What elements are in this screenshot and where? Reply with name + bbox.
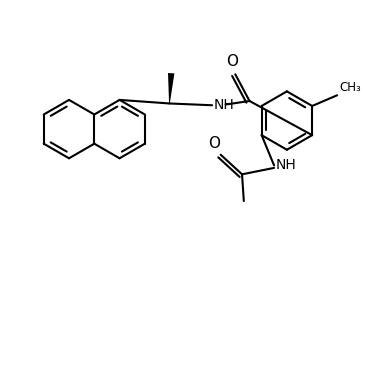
Text: O: O [226,54,238,69]
Polygon shape [168,73,174,104]
Text: NH: NH [214,98,235,112]
Text: CH₃: CH₃ [339,81,361,93]
Text: O: O [208,136,220,151]
Text: NH: NH [276,158,297,172]
